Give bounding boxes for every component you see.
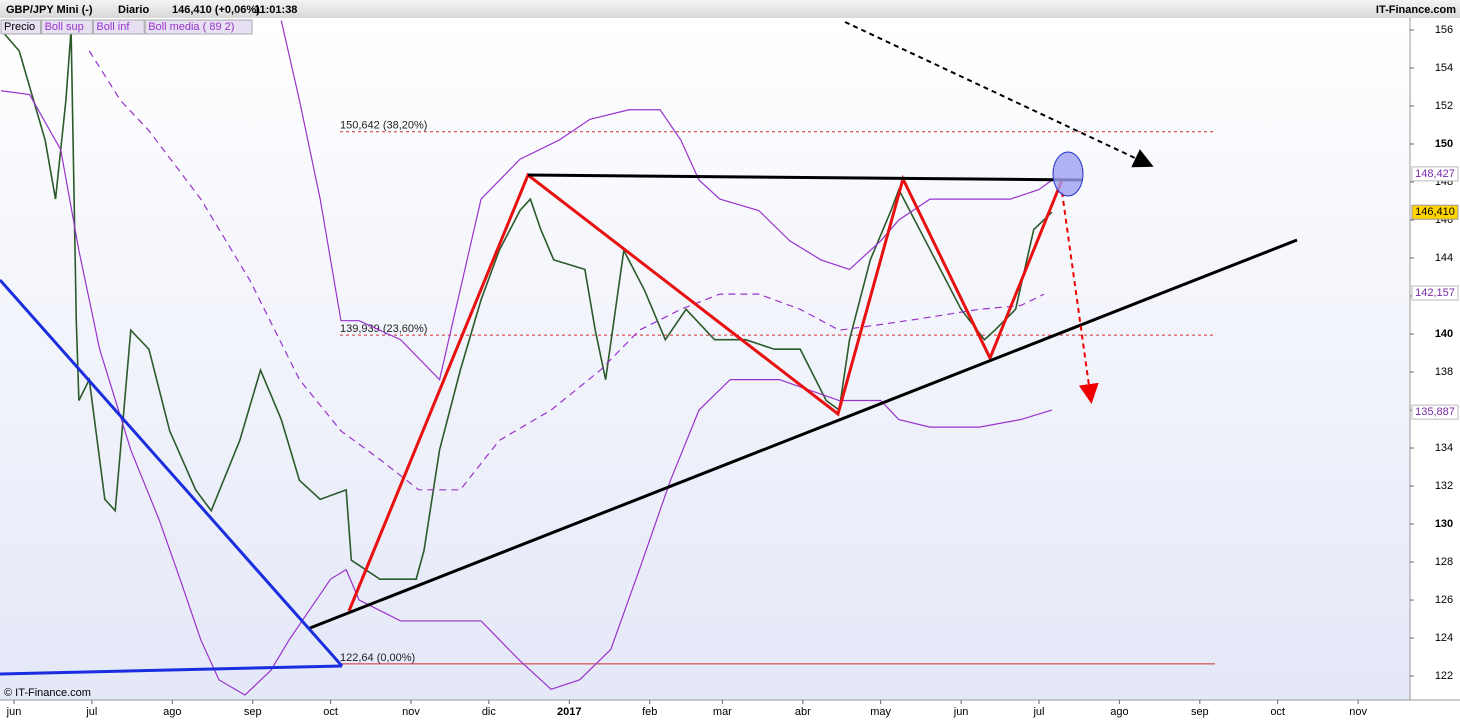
price-tag: 146,410 [1415,206,1455,218]
plot: 150,642 (38,20%) 139,939 (23,60%) 122,64 (… [0,20,1215,696]
price-tag-box [1411,166,1459,182]
x-tick-label: mar [713,706,732,718]
y-tick-label: 122 [1435,670,1453,682]
legend-label: Boll media ( 89 2) [148,21,234,33]
x-tick-label: jun [6,706,22,718]
x-tick-label: sep [244,706,262,718]
blue-line [0,664,343,676]
plot-area [0,18,1410,700]
x-tick-label: nov [402,706,420,718]
resistance-line [527,173,1083,182]
price-tag-box [1411,404,1459,420]
highlight-ellipse [1052,151,1084,197]
x-tick-label: oct [323,706,338,718]
level-label: 139,939 (23,60%) [340,323,427,335]
price-tag: 142,157 [1415,287,1455,299]
x-tick-label: jul [85,706,97,718]
y-tick-label: 126 [1435,594,1453,606]
y-tick-label: 134 [1435,442,1453,454]
price-tag: 135,887 [1415,406,1455,418]
x-tick-label: nov [1349,706,1367,718]
level-label: 122,64 (0,00%) [340,652,415,664]
legend-label: Boll sup [45,21,84,33]
x-tick-label: dic [482,706,497,718]
legend-box [41,19,93,35]
x-tick-label: abr [795,706,811,718]
x-tick-label: may [870,706,891,718]
y-tick-label: 132 [1435,480,1453,492]
series-line [280,20,1053,381]
x-tick-label: ago [163,706,181,718]
legend-box [144,19,253,35]
price-tag-box [1411,285,1459,301]
arrow [844,21,1154,168]
support-line [309,238,1298,630]
y-tick-label: 150 [1435,138,1453,150]
period: Diario [118,4,149,16]
y-tick-label: 154 [1435,62,1453,74]
legend: Precio Boll sup Boll inf Boll media ( 89 2) [0,19,253,35]
red-wave [347,172,1064,612]
drawings [0,21,1298,676]
x-tick-label: 2017 [557,706,581,718]
y-tick-label: 138 [1435,366,1453,378]
legend-label: Precio [4,21,35,33]
y-tick-label: 140 [1435,328,1453,340]
legend-box [0,19,42,35]
y-tick-label: 156 [1435,24,1453,36]
level-label: 150,642 (38,20%) [340,120,427,132]
arrow [1061,191,1099,404]
legend-label: Boll inf [96,21,130,33]
price-tag: 148,427 [1415,168,1455,180]
x-tick-label: sep [1191,706,1209,718]
x-tick-label: jun [953,706,969,718]
time: 11:01:38 [254,4,297,16]
header-bar [0,0,1460,18]
y-tick-label: 152 [1435,100,1453,112]
legend-box [92,19,145,35]
x-tick-label: oct [1270,706,1285,718]
quote: 146,410 (+0,06%) [172,4,260,16]
blue-line [0,279,344,667]
y-tick-label: 144 [1435,252,1453,264]
series-line [88,50,1045,491]
y-tick-label: 130 [1435,518,1453,530]
series-line [0,90,1053,696]
price-tag-box [1411,204,1459,220]
x-tick-label: feb [642,706,657,718]
x-tick-label: jul [1032,706,1044,718]
y-tick-label: 124 [1435,632,1453,644]
watermark: © IT-Finance.com [4,687,91,699]
x-tick-label: ago [1110,706,1128,718]
title: GBP/JPY Mini (-) [6,4,93,16]
source: IT-Finance.com [1376,4,1456,16]
y-tick-label: 128 [1435,556,1453,568]
